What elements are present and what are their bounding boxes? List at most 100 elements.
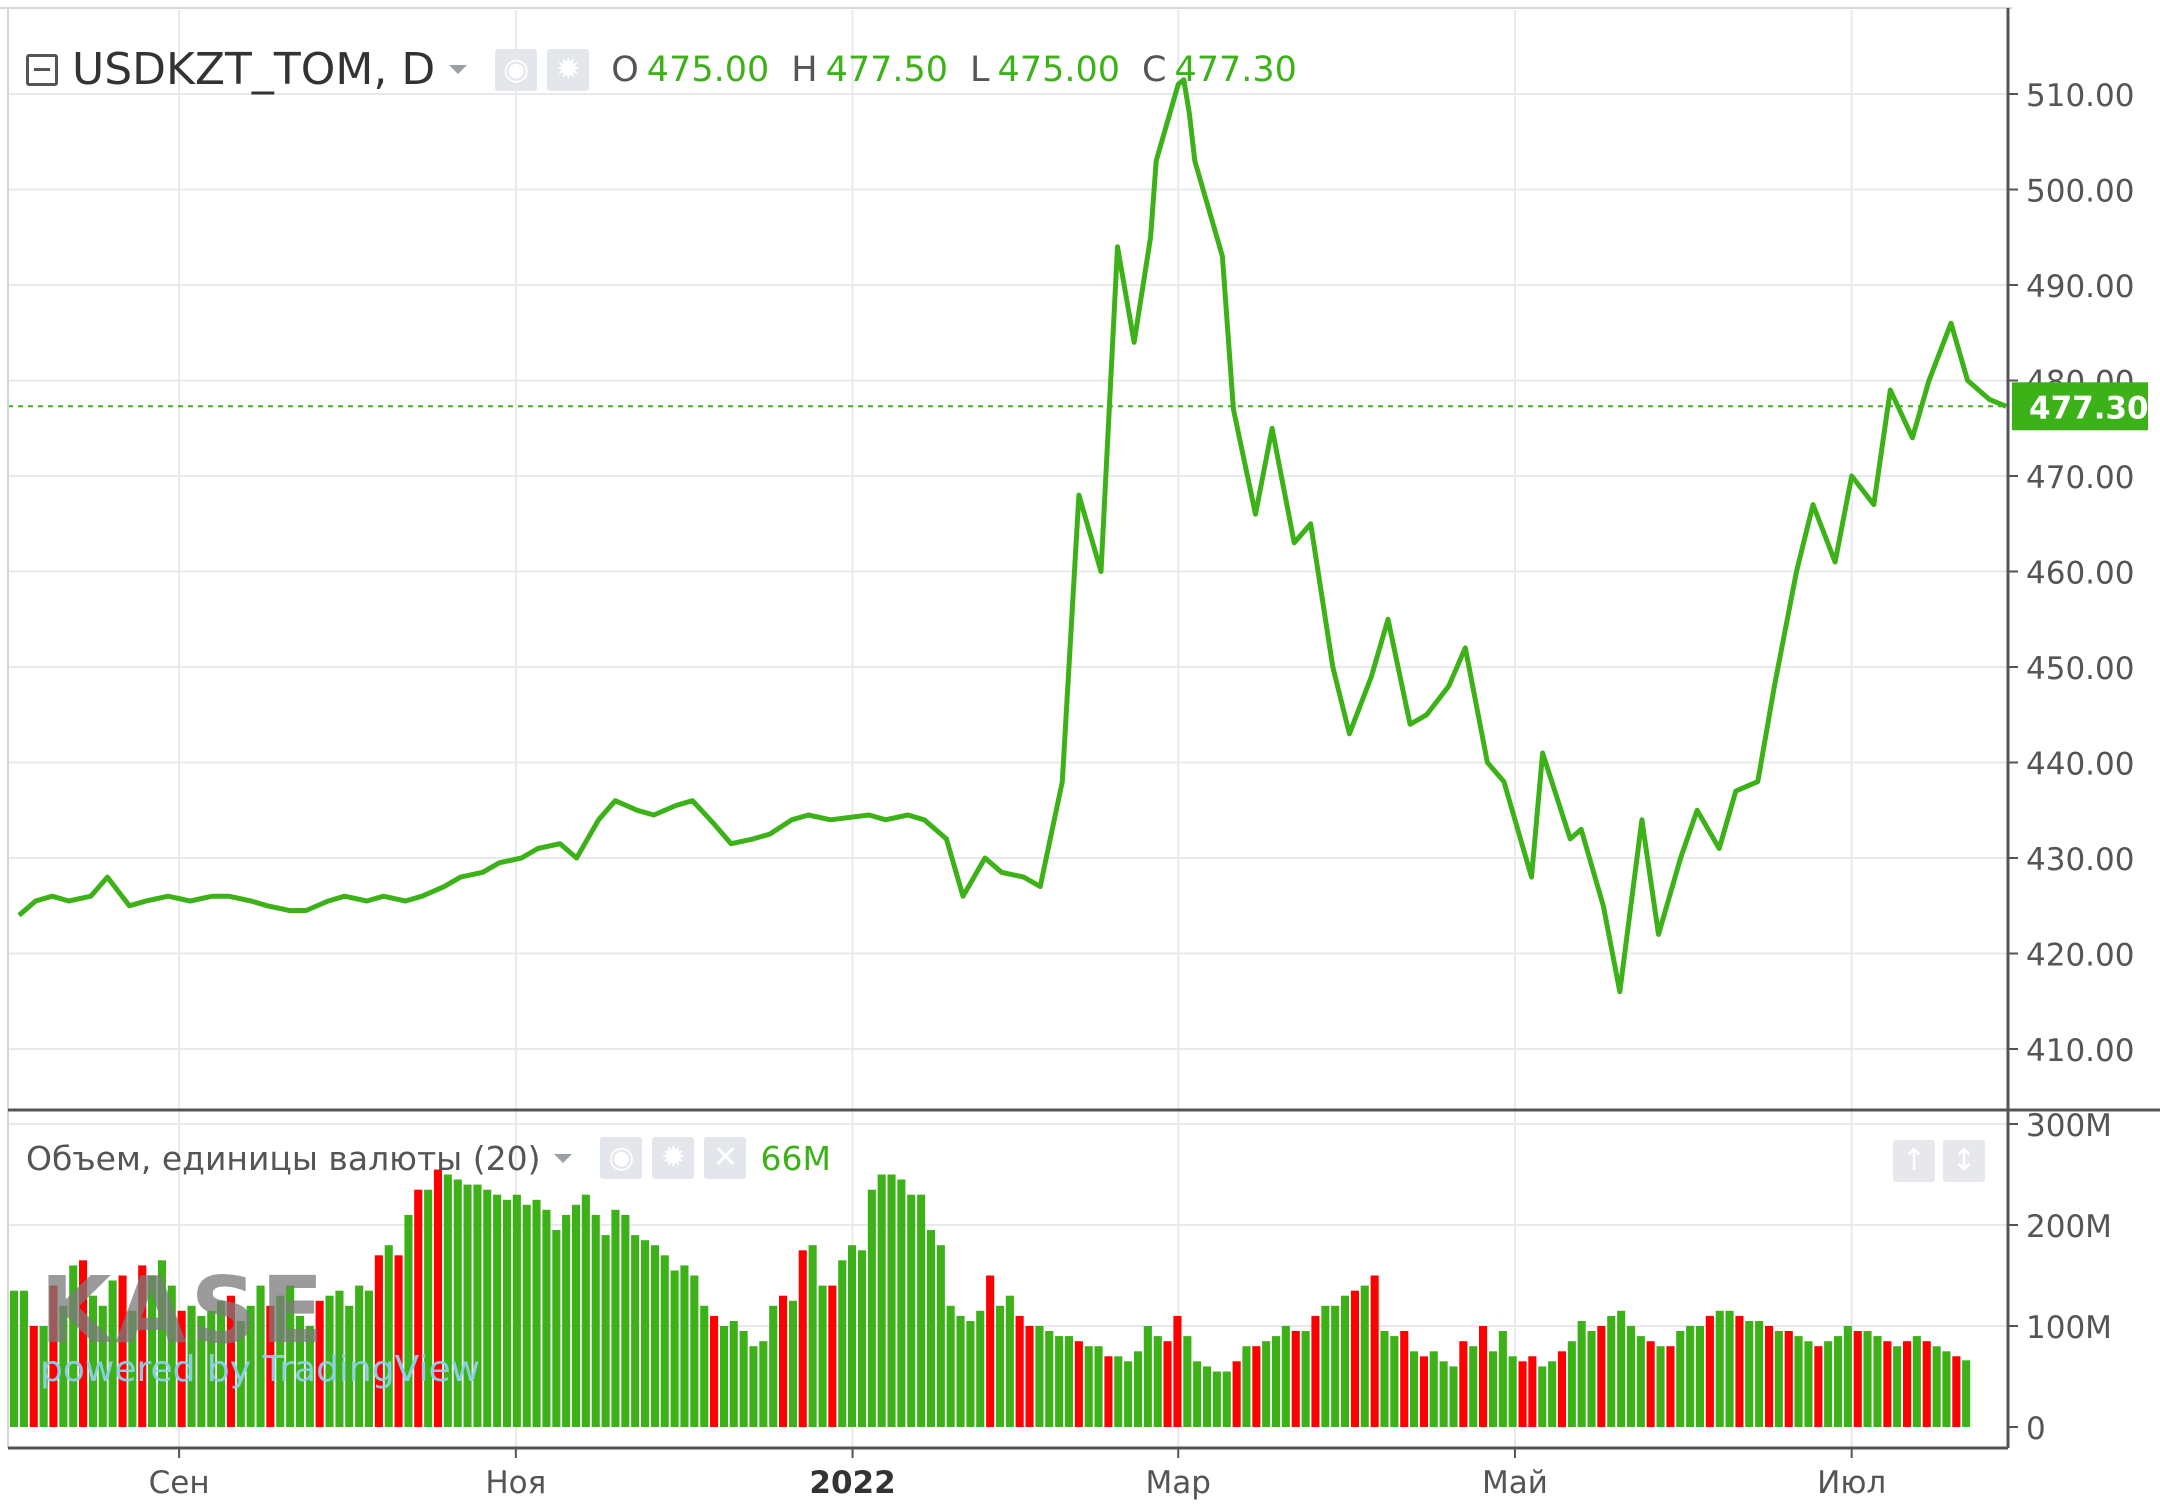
volume-bar [828,1285,837,1427]
volume-tick-label: 200M [2026,1209,2112,1245]
volume-bar [1804,1341,1813,1427]
volume-bar [503,1199,512,1428]
volume-bar [1577,1321,1586,1427]
volume-bar [1035,1326,1044,1427]
volume-bar [1400,1331,1409,1427]
volume-bar [1203,1366,1212,1427]
volume-bar [1193,1361,1202,1427]
volume-bar [345,1305,354,1427]
volume-bar [1173,1315,1182,1427]
volume-axis[interactable]: 0 100M 200M 300M [2008,1108,2112,1447]
volume-bar [167,1285,176,1427]
volume-bar [1774,1331,1783,1427]
volume-bar [138,1265,147,1427]
price-tick-label: 500.00 [2026,174,2134,210]
volume-bar [1922,1341,1931,1427]
low-key: L [970,49,990,90]
volume-bar [236,1321,245,1427]
volume-bar [1311,1315,1320,1427]
volume-bar [226,1295,235,1427]
gear-icon[interactable]: ✹ [652,1137,695,1179]
volume-bar [1843,1326,1852,1427]
volume-tick-label: 300M [2026,1108,2112,1144]
volume-bar [1695,1326,1704,1427]
volume-bar [739,1331,748,1427]
volume-bar [1045,1331,1054,1427]
volume-bar [1903,1341,1912,1427]
volume-bar [1064,1336,1073,1427]
price-tick-label: 460.00 [2026,556,2134,592]
volume-bar [1134,1351,1143,1428]
volume-bar [581,1194,590,1427]
volume-bar [1962,1360,1971,1427]
time-tick-label: 2022 [809,1465,895,1501]
price-axis[interactable]: 410.00 420.00 430.00 440.00 450.00 460.00 470.… [2008,78,2149,1069]
volume-bar [1272,1336,1281,1427]
volume-bar [88,1295,97,1427]
volume-bar [1459,1341,1468,1427]
volume-bar [1331,1305,1340,1427]
volume-title[interactable]: Объем, единицы валюты (20) [26,1138,541,1178]
price-tick-label: 420.00 [2026,938,2134,974]
volume-bar [424,1189,433,1427]
move-down-icon[interactable]: ↕ [1943,1140,1985,1182]
volume-bar [670,1270,679,1427]
volume-bar [700,1305,709,1427]
volume-bar [759,1341,768,1427]
volume-bar [1705,1315,1714,1427]
volume-bar [404,1214,413,1427]
volume-bar [473,1184,482,1427]
volume-tick-label: 100M [2026,1310,2112,1346]
volume-bar [394,1255,403,1427]
chevron-down-icon[interactable] [554,1153,573,1163]
eye-icon[interactable]: ◉ [600,1137,643,1179]
volume-bar [818,1285,827,1427]
volume-bar [1686,1326,1695,1427]
volume-bar [769,1305,778,1427]
volume-bar [453,1179,462,1427]
volume-bar [1607,1315,1616,1427]
volume-bar [1301,1331,1310,1427]
collapse-icon[interactable] [26,53,58,86]
volume-bar [207,1310,216,1427]
grid [8,10,2008,1448]
eye-icon[interactable]: ◉ [495,48,538,91]
volume-bar [532,1199,541,1428]
volume-bar [1015,1315,1024,1427]
volume-bar [1863,1331,1872,1427]
volume-bar [542,1209,551,1427]
volume-bar [443,1174,452,1427]
time-axis[interactable]: Сен Ноя 2022 Мар Май Июл [149,1448,1887,1501]
volume-bar [1094,1346,1103,1427]
last-price-label: 477.30 [2029,390,2149,426]
volume-bar [1321,1305,1330,1427]
volume-bar [1183,1336,1192,1427]
chevron-down-icon[interactable] [449,65,468,74]
symbol-label[interactable]: USDKZT_TOM, D [72,44,436,95]
volume-bar [995,1305,1004,1427]
volume-bar [19,1290,28,1427]
volume-bar [1646,1341,1655,1427]
volume-bar [1538,1366,1547,1427]
volume-bar [1370,1275,1379,1427]
volume-bar [374,1255,383,1427]
move-up-icon[interactable]: ↑ [1893,1140,1935,1182]
open-value: 475.00 [646,49,770,90]
volume-bar [946,1305,955,1427]
close-icon[interactable]: ✕ [704,1137,747,1179]
price-tick-label: 430.00 [2026,842,2134,878]
volume-bar [483,1189,492,1427]
volume-bar [1291,1331,1300,1427]
gear-icon[interactable]: ✹ [547,48,590,91]
volume-bars [10,1169,1971,1428]
time-tick-label: Май [1482,1465,1548,1501]
volume-bar [956,1315,965,1427]
powered-by-text: powered by TradingView [40,1349,481,1390]
volume-bar [680,1265,689,1427]
volume-bar [217,1300,226,1428]
volume-bar [1666,1346,1675,1427]
volume-bar [1419,1356,1428,1427]
volume-bar [1883,1341,1892,1427]
